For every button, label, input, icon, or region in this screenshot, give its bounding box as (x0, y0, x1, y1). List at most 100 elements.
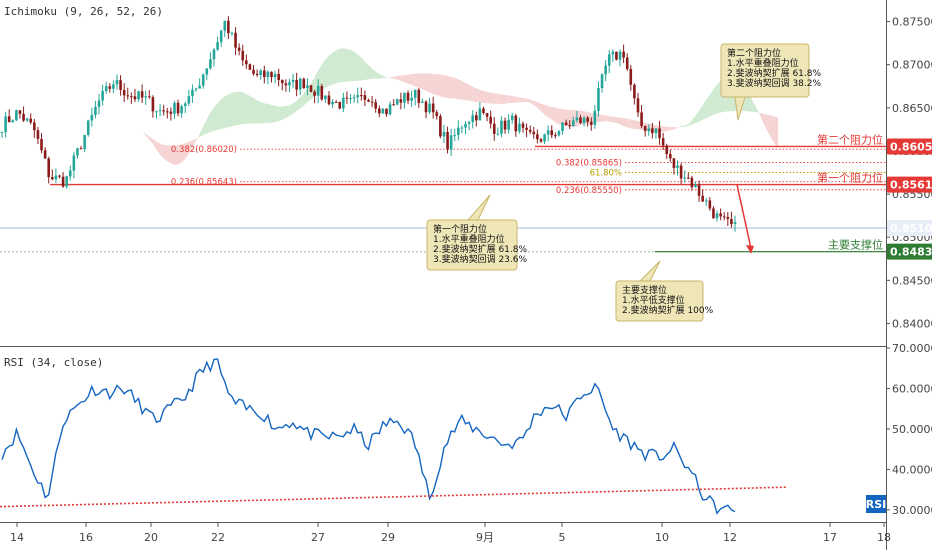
candle-body (694, 184, 697, 188)
candle-body (406, 92, 410, 101)
x-tick-label: 22 (211, 531, 225, 544)
cloud-segment (749, 94, 753, 112)
note-line: 2.斐波纳契扩展 61.8% (727, 67, 821, 79)
cloud-segment (296, 97, 301, 112)
candle-body (712, 208, 715, 219)
cloud-segment (203, 119, 207, 136)
ichimoku-label: Ichimoku (9, 26, 52, 26) (4, 5, 163, 18)
cloud-segment (454, 77, 459, 100)
price-tag (887, 176, 932, 193)
cloud-segment (206, 112, 211, 134)
note-pointer (466, 194, 491, 221)
candle-body (216, 42, 219, 50)
cloud-segment (275, 105, 279, 123)
note-line: 第二个阻力位 (727, 47, 781, 59)
candle-body (360, 95, 363, 97)
cloud-segment (278, 106, 283, 122)
cloud-segment (663, 126, 667, 133)
cloud-segment (393, 76, 398, 80)
y-tick-label: 0.84000 (892, 317, 932, 330)
candle-body (589, 121, 593, 125)
candle-body (439, 116, 442, 137)
level-label: 第二个阻力位 (817, 132, 883, 146)
x-tick-label: 20 (144, 531, 158, 544)
candle-body (194, 88, 198, 90)
cloud-segment (476, 88, 480, 103)
candle-body (58, 175, 61, 177)
candle-body (572, 120, 575, 127)
cloud-segment (379, 74, 383, 79)
cloud-segment (375, 71, 380, 79)
candle-body (690, 177, 694, 188)
cloud-segment (361, 57, 365, 81)
cloud-segment (300, 93, 304, 109)
rsi-y-tick-label: 40.0000 (892, 463, 932, 476)
candle-body (561, 122, 564, 132)
candle-body (697, 184, 701, 196)
cloud-segment (533, 100, 538, 108)
cloud-segment (436, 74, 441, 97)
cloud-segment (774, 116, 779, 149)
cloud-segment (695, 110, 700, 124)
candle-body (575, 117, 579, 121)
candle-body (241, 50, 245, 61)
cloud-segment (461, 80, 466, 101)
candle-body (518, 123, 521, 132)
cloud-segment (515, 96, 520, 103)
candle-body (212, 49, 216, 60)
rsi-badge-label: RSI (866, 498, 887, 511)
cloud-segment (512, 96, 516, 104)
candle-body (554, 135, 557, 137)
cloud-segment (303, 88, 308, 106)
cloud-segment (224, 94, 229, 128)
note-line: 3.斐波纳契回调 38.2% (727, 77, 821, 89)
candle-body (173, 102, 176, 114)
cloud-segment (487, 91, 491, 104)
candle-body (201, 74, 205, 86)
candle-body (586, 117, 589, 122)
candle-body (722, 216, 726, 218)
candle-body (568, 125, 572, 127)
cloud-segment (285, 105, 290, 119)
candle-body (165, 111, 169, 113)
cloud-segment (170, 145, 175, 165)
candle-body (593, 110, 597, 125)
ichimoku-cloud (95, 48, 779, 165)
x-tick-label: 17 (823, 531, 837, 544)
candle-body (126, 95, 130, 97)
cloud-segment (271, 105, 276, 123)
candle-body (496, 133, 500, 135)
candle-body (521, 123, 525, 128)
cloud-segment (217, 99, 222, 130)
candle-body (363, 95, 367, 100)
candle-body (97, 100, 101, 107)
candle-body (273, 73, 277, 78)
candle-body (597, 88, 600, 111)
candle-body (658, 128, 661, 139)
cloud-segment (415, 73, 419, 88)
projection-arrow-head (746, 244, 754, 254)
candle-body (356, 95, 360, 98)
candle-body (40, 138, 43, 151)
cloud-segment (767, 114, 771, 138)
cloud-segment (717, 80, 721, 114)
candle-body (316, 85, 320, 96)
rsi-trendline (0, 486, 787, 508)
cloud-segment (609, 116, 613, 123)
note-line: 2.斐波纳契扩展 61.8% (433, 243, 527, 255)
candle-body (543, 134, 546, 142)
candle-body (611, 51, 615, 55)
cloud-segment (630, 119, 635, 130)
note-line: 3.斐波纳契回调 23.6% (433, 253, 527, 265)
candle-body (446, 131, 449, 150)
candle-body (730, 219, 733, 225)
cloud-segment (174, 145, 179, 165)
price-tag (887, 138, 932, 155)
x-tick-label: 9月 (476, 531, 494, 544)
candle-body (230, 32, 234, 34)
candle-body (284, 83, 288, 86)
candle-body (719, 213, 722, 217)
cloud-segment (523, 97, 527, 103)
